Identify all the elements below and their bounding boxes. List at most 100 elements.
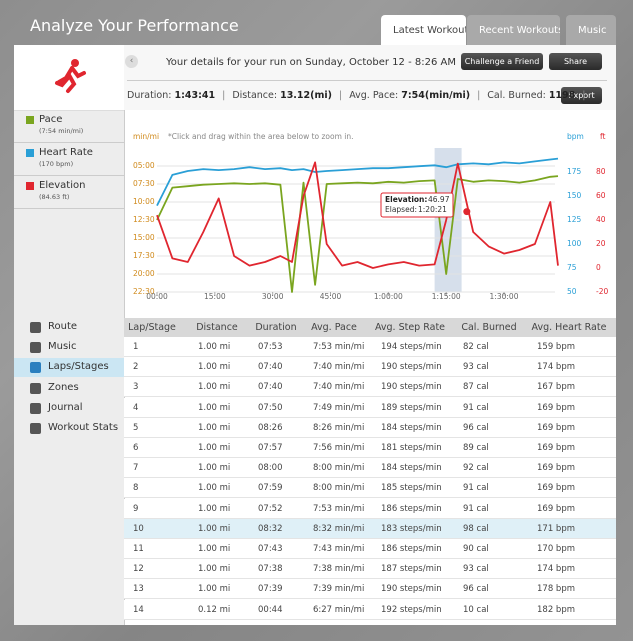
- run-heading: Your details for your run on Sunday, Oct…: [166, 57, 456, 68]
- series-line: [156, 157, 559, 207]
- table-cell: 96 cal: [463, 422, 489, 433]
- button[interactable]: Challenge a Friend: [461, 53, 543, 70]
- page-title: Analyze Your Performance: [30, 16, 239, 35]
- y-tick-label: 50: [567, 287, 577, 296]
- series-line: [156, 175, 559, 293]
- y-tick-label: -20: [596, 287, 608, 296]
- table-row[interactable]: [124, 438, 616, 458]
- button[interactable]: Export: [561, 87, 602, 104]
- table-cell: 1.00 mi: [198, 483, 231, 494]
- series-line: [156, 161, 559, 269]
- y-tick-label: 07:30: [133, 179, 155, 188]
- column-header: Distance: [196, 322, 238, 333]
- nav-item[interactable]: Laps/Stages: [48, 361, 109, 373]
- table-cell: 169 bpm: [537, 483, 575, 494]
- table-cell: 7:38 min/mi: [313, 564, 365, 575]
- table-cell: 9: [133, 503, 139, 514]
- table-row[interactable]: [124, 478, 616, 499]
- table-cell: 7:56 min/mi: [313, 443, 365, 453]
- stat-unit: (min/mi): [424, 90, 471, 101]
- separator: |: [582, 90, 586, 101]
- table-row[interactable]: [124, 599, 616, 620]
- tab[interactable]: Latest Workout: [381, 15, 466, 45]
- table-cell: 1.00 mi: [198, 422, 231, 433]
- nav-item[interactable]: Route: [48, 321, 78, 332]
- legend-detail: (84.63 ft): [39, 193, 70, 201]
- table-row[interactable]: [124, 397, 616, 418]
- stat-value: 7:54: [401, 90, 425, 101]
- table-cell: 93 cal: [463, 362, 489, 373]
- column-header: Avg. Heart Rate: [531, 322, 607, 333]
- legend-name: Elevation: [39, 180, 86, 191]
- table-cell: 181 steps/min: [381, 443, 442, 453]
- table-cell: 170 bpm: [537, 544, 575, 554]
- table-cell: 8:32 min/mi: [313, 523, 365, 534]
- table-cell: 90 cal: [463, 544, 489, 554]
- table-cell: 08:32: [258, 523, 283, 534]
- stat-value: 13.12: [280, 90, 311, 101]
- table-cell: 11: [133, 544, 144, 554]
- nav-item[interactable]: Music: [48, 341, 77, 353]
- nav-item[interactable]: Zones: [48, 381, 79, 393]
- table-cell: 187 steps/min: [381, 564, 442, 575]
- y-tick-label: 175: [567, 167, 582, 176]
- table-cell: 183 steps/min: [381, 523, 442, 534]
- nav-item[interactable]: Journal: [48, 401, 83, 413]
- legend-name: Heart Rate: [39, 147, 93, 158]
- back-button[interactable]: ‹: [125, 55, 138, 68]
- column-header: Avg. Step Rate: [374, 322, 446, 333]
- table-cell: 82 cal: [463, 342, 489, 352]
- table-row[interactable]: [124, 498, 616, 519]
- button[interactable]: Share: [549, 53, 602, 70]
- table-cell: 190 steps/min: [381, 382, 442, 393]
- table-row[interactable]: [124, 417, 616, 438]
- table-cell: 182 bpm: [537, 604, 575, 615]
- chart-note: *Click and drag within the area below to…: [168, 132, 354, 141]
- table-cell: 7:53 min/mi: [313, 342, 365, 352]
- table-cell: 174 bpm: [537, 362, 575, 373]
- tab[interactable]: Recent Workouts: [467, 15, 560, 45]
- icon-box: [14, 45, 124, 111]
- separator: |: [222, 90, 226, 101]
- table-cell: 184 steps/min: [381, 463, 442, 474]
- table-cell: 91 cal: [463, 402, 489, 413]
- nav-selected-bg: [14, 358, 125, 378]
- x-tick-label: 45:00: [320, 292, 342, 301]
- table-cell: 98 cal: [463, 523, 489, 534]
- table-cell: 1.00 mi: [198, 503, 231, 514]
- table-cell: 169 bpm: [537, 463, 575, 474]
- y-tick-label: 15:00: [133, 233, 155, 242]
- table-row[interactable]: [124, 579, 616, 600]
- table-row[interactable]: [124, 377, 616, 398]
- table-row[interactable]: [124, 539, 616, 559]
- separator: |: [477, 90, 481, 101]
- table-cell: 184 steps/min: [381, 422, 442, 433]
- table-row[interactable]: [124, 518, 616, 539]
- table-cell: 1.00 mi: [198, 362, 231, 373]
- y-tick-label: 17:30: [133, 251, 155, 260]
- table-row[interactable]: [124, 458, 616, 479]
- table-cell: 8:00 min/mi: [313, 463, 365, 474]
- table-cell: 159 bpm: [537, 342, 575, 352]
- legend-name: Pace: [39, 114, 63, 125]
- divider: [127, 80, 607, 81]
- y-tick-label: 0: [596, 263, 601, 272]
- table-row[interactable]: [124, 337, 616, 357]
- table-row[interactable]: [124, 357, 616, 378]
- table-cell: 7:39 min/mi: [313, 584, 365, 595]
- y-tick-label: 20: [596, 239, 606, 248]
- table-cell: 4: [133, 402, 139, 413]
- table-cell: 169 bpm: [537, 503, 575, 514]
- axis-title: ft: [600, 132, 606, 141]
- table-cell: 1.00 mi: [198, 382, 231, 393]
- table-cell: 92 cal: [463, 463, 489, 474]
- table-cell: 6:27 min/mi: [313, 604, 365, 615]
- table-cell: 8:00 min/mi: [313, 483, 365, 494]
- table-cell: 1.00 mi: [198, 544, 231, 554]
- nav-item[interactable]: Workout Stats: [48, 422, 119, 433]
- table-row[interactable]: [124, 559, 616, 580]
- tab[interactable]: Music: [566, 15, 616, 45]
- table-cell: 87 cal: [463, 382, 489, 393]
- table-cell: 1.00 mi: [198, 584, 231, 595]
